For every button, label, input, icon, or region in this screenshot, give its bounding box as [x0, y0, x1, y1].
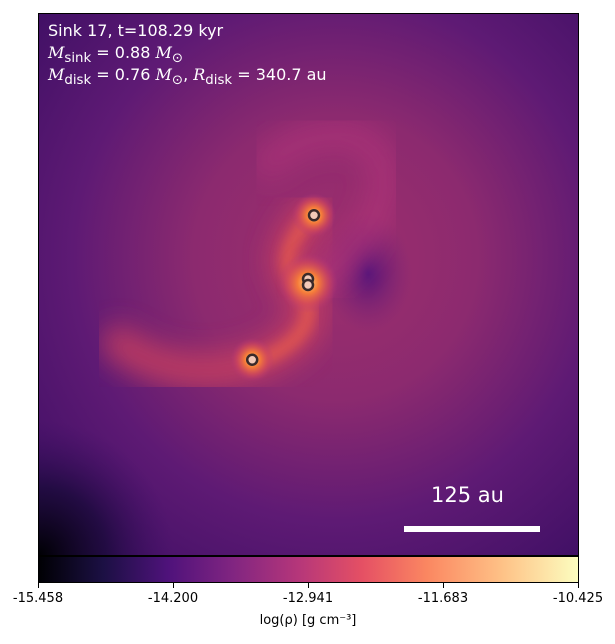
- sink-marker: [307, 209, 321, 222]
- sink-mass: Msink = 0.88 M⊙: [48, 43, 184, 67]
- colorbar-tick: [578, 583, 579, 588]
- sink-title: Sink 17, t=108.29 kyr: [48, 21, 224, 40]
- colorbar-label: log(ρ) [g cm⁻³]: [259, 613, 357, 628]
- sink-markers: [245, 209, 321, 366]
- disk-properties: Mdisk = 0.76 M⊙, Rdisk = 340.7 au: [48, 65, 327, 89]
- scale-bar-label: 125 au: [431, 483, 504, 507]
- colorbar: [38, 556, 579, 583]
- colorbar-tick: [443, 583, 444, 588]
- density-image: [39, 14, 578, 555]
- sink-marker: [245, 353, 259, 366]
- colorbar-tick-label: -11.683: [417, 591, 469, 606]
- colorbar-tick-label: -15.458: [12, 591, 64, 606]
- colorbar-tick-label: -10.425: [552, 591, 604, 606]
- density-map: Sink 17, t=108.29 kyr Msink = 0.88 M⊙ Md…: [38, 13, 579, 556]
- colorbar-tick: [173, 583, 174, 588]
- scale-bar: [404, 526, 540, 532]
- colorbar-tick-label: -14.200: [147, 591, 199, 606]
- colorbar-tick-label: -12.941: [282, 591, 334, 606]
- colorbar-tick: [308, 583, 309, 588]
- sink-marker: [301, 278, 315, 292]
- colorbar-tick: [38, 583, 39, 588]
